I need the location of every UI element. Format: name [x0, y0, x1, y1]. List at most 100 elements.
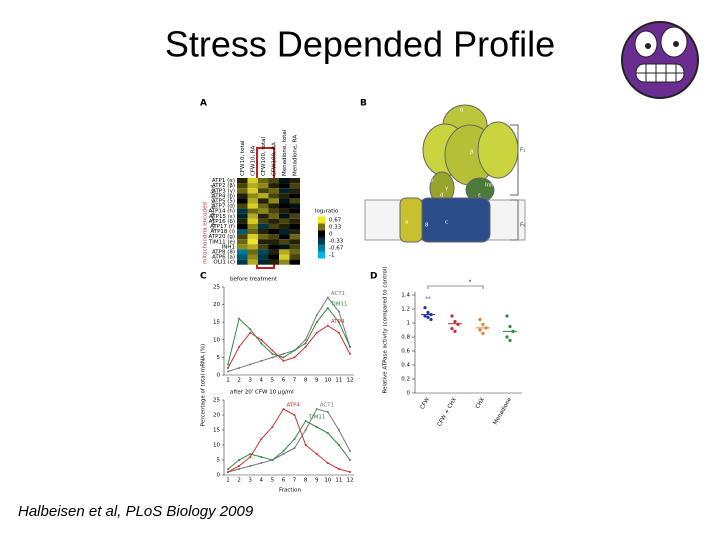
heatmap-cell: [279, 213, 290, 219]
data-point: [337, 310, 340, 313]
legend-label: 0.67: [329, 218, 342, 224]
significance-label: *: [469, 280, 472, 286]
heatmap-cell: [279, 218, 290, 224]
legend-label: 0: [329, 232, 333, 238]
panel-label: C: [200, 272, 207, 282]
heatmap-cell: [268, 208, 279, 214]
data-point: [326, 411, 329, 413]
row-label: INH1: [222, 244, 235, 250]
heatmap-cell: [247, 188, 258, 194]
x-tick-label: 9: [315, 378, 319, 384]
column-label: Menadione, RA: [292, 135, 298, 176]
heatmap-cell: [237, 188, 248, 194]
y-tick-label: 25: [213, 398, 220, 404]
row-label: ATP17 (f): [210, 224, 235, 230]
row-label: ATP20 (g): [208, 234, 235, 240]
heatmap-cell: [268, 183, 279, 189]
data-point: [304, 429, 307, 431]
data-point: [349, 345, 351, 348]
column-label: CFW10, RA: [250, 145, 256, 176]
x-tick-label: 6: [282, 478, 286, 484]
data-point: [293, 414, 296, 416]
heatmap-cell: [289, 188, 300, 194]
heatmap-cell: [258, 259, 269, 265]
x-tick-label: 5: [271, 378, 275, 384]
legend-swatch: [318, 251, 325, 259]
subunit-label: 8: [425, 223, 429, 229]
heatmap-cell: [258, 188, 269, 194]
y-tick-label: 0.4: [401, 363, 410, 369]
heatmap-cell: [279, 183, 290, 189]
heatmap-cell: [247, 259, 258, 265]
data-point: [423, 306, 427, 310]
heatmap-cell: [237, 223, 248, 229]
heatmap-cell: [258, 198, 269, 204]
series-label: ACT1: [320, 403, 334, 409]
face-icon: [621, 21, 699, 99]
heatmap-cell: [279, 193, 290, 199]
heatmap-cell: [268, 259, 279, 265]
x-tick-label: CFW: [420, 396, 432, 410]
heatmap-cell: [268, 198, 279, 204]
data-point: [249, 465, 252, 467]
data-point: [282, 450, 285, 452]
legend-label: -0.33: [329, 239, 344, 245]
heatmap-cell: [237, 198, 248, 204]
heatmap-cell: [289, 198, 300, 204]
data-point: [304, 342, 307, 345]
heatmap-cell: [237, 249, 248, 255]
heatmap-cell: [237, 213, 248, 219]
heatmap-cell: [247, 254, 258, 260]
legend-swatch: [318, 230, 325, 238]
x-tick-label: 5: [271, 478, 275, 484]
heatmap-cell: [237, 183, 248, 189]
heatmap-cell: [258, 239, 269, 245]
data-point: [304, 444, 307, 446]
data-point: [315, 408, 318, 410]
row-label: ATP14 (h): [208, 209, 235, 215]
x-tick-label: 12: [347, 478, 354, 484]
heatmap-cell: [279, 198, 290, 204]
data-point: [293, 438, 296, 440]
heatmap-cell: [289, 178, 300, 184]
data-point: [293, 356, 296, 359]
heatmap-cell: [268, 213, 279, 219]
slide-title: Stress Depended Profile: [165, 24, 555, 65]
data-point: [337, 321, 340, 324]
data-point: [238, 468, 241, 470]
heatmap-cell: [289, 229, 300, 235]
data-point: [505, 314, 509, 318]
y-tick-label: 15: [213, 428, 220, 434]
heatmap-cell: [279, 178, 290, 184]
data-point: [337, 331, 340, 334]
row-label: ATP4 (b): [212, 193, 235, 199]
heatmap-cell: [247, 244, 258, 250]
heatmap-cell: [289, 244, 300, 250]
y-tick-label: 10: [213, 337, 220, 343]
y-tick-label: 5: [217, 458, 221, 464]
y-tick-label: 10: [213, 443, 220, 449]
heatmap-cell: [279, 188, 290, 194]
heatmap-cell: [258, 218, 269, 224]
heatmap-cell: [247, 193, 258, 199]
data-point: [315, 331, 318, 334]
citation: Halbeisen et al, PLoS Biology 2009: [18, 503, 254, 520]
x-tick-label: 11: [335, 378, 342, 384]
heatmap-cell: [247, 213, 258, 219]
data-point: [249, 453, 252, 455]
heatmap-cell: [237, 193, 248, 199]
heatmap-cell: [258, 244, 269, 250]
y-tick-label: 0: [217, 373, 221, 379]
heatmap-cell: [258, 229, 269, 235]
data-point: [478, 328, 482, 332]
heatmap-cell: [258, 213, 269, 219]
data-point: [271, 426, 274, 428]
data-point: [349, 459, 351, 461]
heatmap-cell: [258, 208, 269, 214]
row-label: ATP2 (β): [212, 183, 235, 189]
data-point: [337, 468, 340, 470]
heatmap-cell: [247, 249, 258, 255]
subunit-label: γ: [445, 186, 449, 192]
data-point: [271, 459, 274, 461]
row-label: ATP7 (d): [212, 204, 235, 210]
